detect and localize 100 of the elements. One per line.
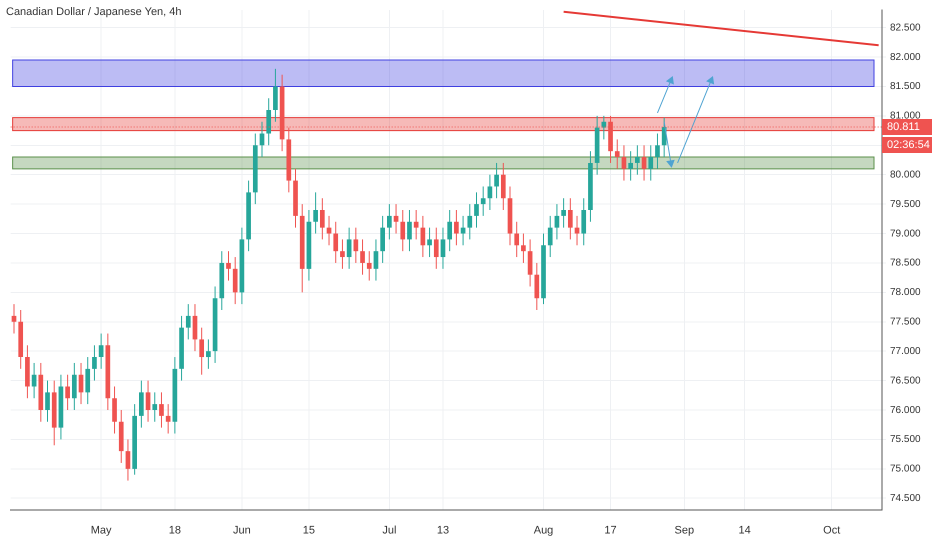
y-tick-label: 78.500: [890, 258, 922, 269]
candlestick: [514, 221, 520, 258]
candlestick: [521, 233, 526, 264]
ref-line-label: 80.811: [887, 121, 920, 134]
candlestick: [500, 162, 506, 210]
y-tick-label: 79.500: [890, 198, 922, 210]
candlestick: [346, 227, 352, 270]
candlestick: [447, 210, 452, 252]
candlestick: [387, 204, 392, 240]
candlestick: [581, 198, 586, 246]
candlestick: [72, 362, 77, 410]
candlestick: [152, 392, 158, 422]
x-tick-label: 17: [604, 524, 617, 537]
candlestick: [480, 186, 486, 216]
candlestick: [474, 192, 479, 228]
candlestick: [561, 198, 566, 228]
candlestick: [313, 192, 318, 234]
candlestick: [548, 215, 553, 258]
candlestick: [159, 392, 164, 428]
y-tick-label: 82.000: [890, 52, 922, 63]
candlestick: [260, 121, 264, 158]
candlestick: [394, 204, 398, 234]
y-tick-label: 81.000: [890, 110, 922, 122]
y-tick-label: 77.000: [890, 346, 922, 357]
x-tick-label: 14: [738, 524, 751, 537]
candlestick: [32, 362, 36, 399]
candlestick: [440, 227, 446, 270]
candlestick: [628, 150, 633, 182]
candlestick: [333, 221, 338, 264]
candlestick: [139, 380, 144, 428]
candlestick: [366, 250, 372, 282]
y-tick-label: 79.000: [890, 228, 922, 240]
candlestick: [146, 380, 150, 422]
candlestick: [199, 327, 204, 376]
candlestick: [635, 144, 640, 176]
candlestick: [326, 215, 332, 246]
candlestick: [206, 338, 211, 370]
candlestick: [226, 250, 231, 282]
candlestick: [112, 386, 117, 434]
candlestick: [427, 227, 432, 258]
candlestick: [554, 204, 560, 240]
candlestick: [622, 144, 626, 182]
y-tick-label: 76.000: [890, 404, 922, 416]
x-tick-label: Sep: [674, 524, 694, 537]
candlestick: [534, 262, 540, 310]
candlestick: [568, 198, 573, 240]
text: 02:36:54: [887, 139, 930, 152]
x-tick-label: 18: [168, 524, 181, 537]
candlestick: [467, 204, 472, 240]
candlestick: [186, 304, 191, 340]
x-tick-label: Aug: [534, 524, 554, 537]
candlestick: [232, 256, 238, 305]
candlestick: [320, 198, 325, 240]
y-tick-label: 74.500: [890, 492, 922, 504]
candlestick: [12, 304, 16, 334]
x-tick-label: Oct: [823, 524, 840, 537]
candlestick: [454, 210, 459, 246]
candlestick: [380, 215, 385, 264]
candlestick: [400, 210, 406, 252]
candlestick: [420, 215, 426, 258]
chart-title: Canadian Dollar / Japanese Yen, 4h: [6, 6, 182, 18]
candlestick: [78, 362, 84, 405]
candlestick: [65, 374, 70, 410]
candlestick: [488, 174, 492, 210]
x-tick-label: Jun: [233, 524, 251, 537]
y-tick-label: 75.500: [890, 434, 922, 446]
candlestick: [407, 210, 412, 252]
y-tick-label: 76.500: [890, 375, 922, 386]
candlestick: [434, 227, 439, 270]
x-tick-label: 15: [302, 524, 316, 537]
x-tick-label: 13: [436, 524, 450, 537]
candlestick: [98, 333, 104, 370]
candlestick: [266, 98, 272, 146]
candlestick: [273, 68, 278, 122]
y-tick-label: 82.500: [890, 22, 922, 34]
y-tick-label: 75.000: [890, 464, 922, 475]
candlestick: [126, 438, 130, 482]
candlestick: [166, 404, 171, 434]
y-tick-label: 78.000: [890, 287, 922, 298]
candlestick: [353, 227, 358, 264]
candlestick: [574, 215, 580, 246]
candlestick: [92, 344, 97, 382]
candlestick: [655, 133, 660, 170]
y-tick-label: 80.000: [890, 169, 922, 180]
candlestick: [340, 238, 345, 270]
candlestick: [614, 138, 620, 170]
candlestick: [494, 162, 499, 199]
candlestick: [45, 380, 50, 422]
candlestick: [642, 144, 646, 182]
x-tick-label: Jul: [382, 524, 396, 537]
candlestick: [648, 144, 654, 182]
candlestick: [460, 215, 466, 246]
candlestick: [85, 356, 90, 405]
x-tick-label: May: [90, 524, 112, 537]
candlestick: [414, 210, 419, 240]
candlestick: [528, 238, 532, 287]
y-tick-label: 81.500: [890, 81, 922, 92]
candlestick: [192, 304, 198, 352]
candlestick: [374, 238, 378, 282]
candlestick: [360, 238, 365, 276]
